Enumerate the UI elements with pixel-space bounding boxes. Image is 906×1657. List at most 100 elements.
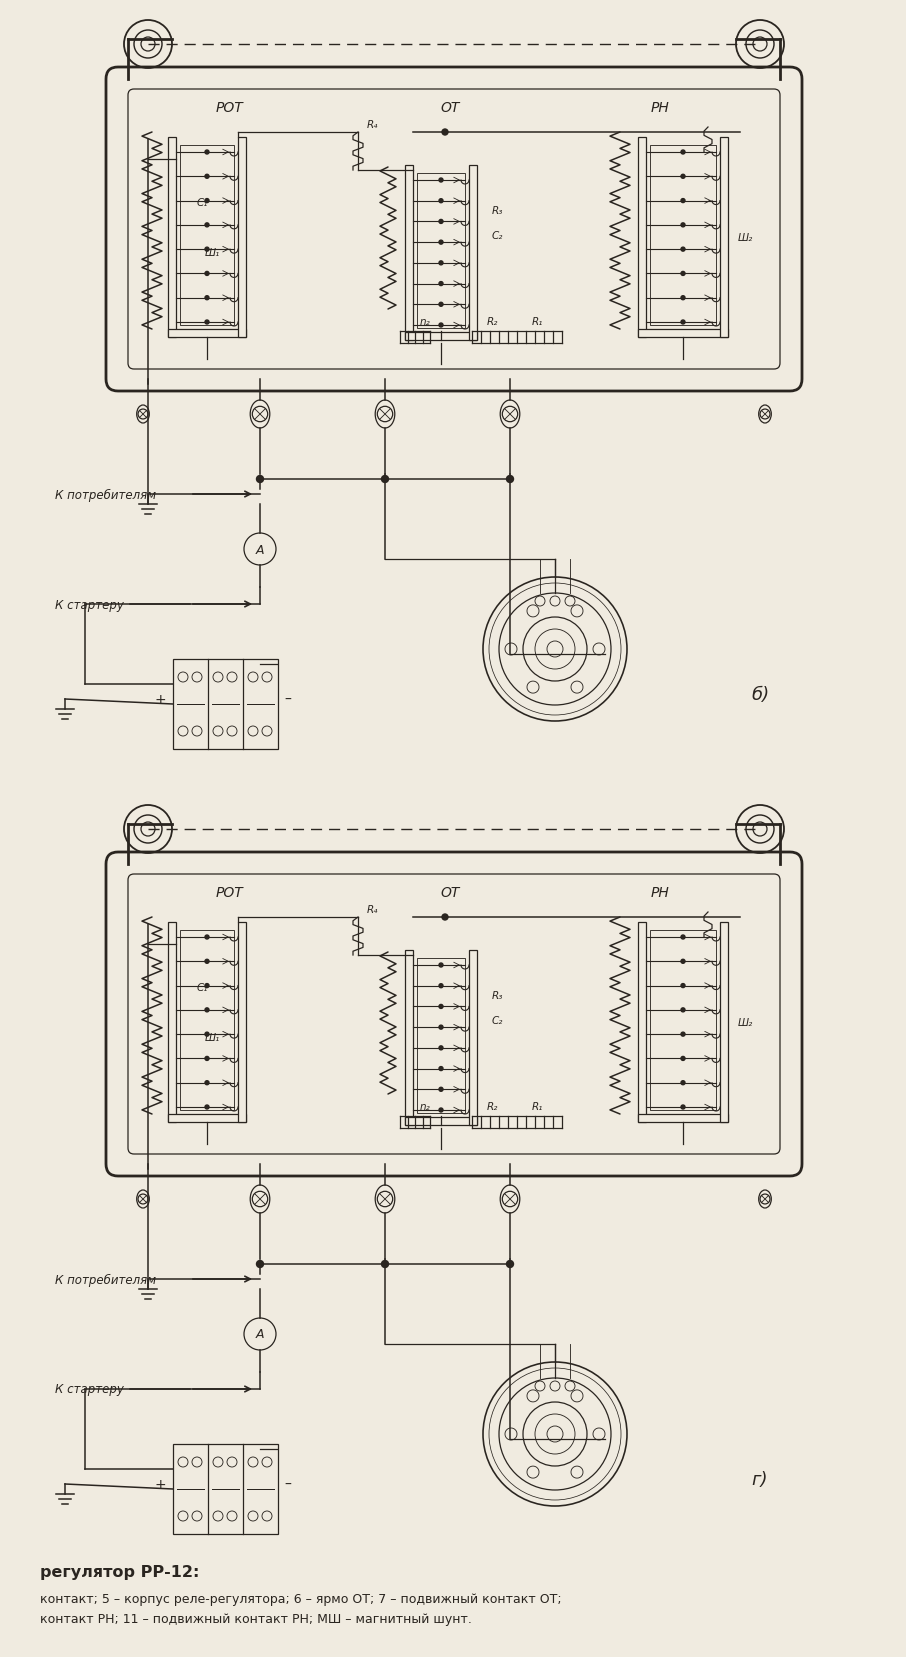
Bar: [417, 958, 465, 1114]
Bar: [638, 330, 728, 338]
Circle shape: [681, 1105, 685, 1109]
Circle shape: [244, 1319, 276, 1350]
Circle shape: [205, 1080, 209, 1085]
Bar: [168, 1114, 246, 1122]
Text: C₂: C₂: [491, 1016, 503, 1026]
Text: C₂: C₂: [491, 230, 503, 240]
Text: R₁: R₁: [531, 1102, 543, 1112]
Bar: [172, 659, 277, 749]
Bar: [720, 138, 728, 338]
Circle shape: [381, 1261, 389, 1268]
Bar: [405, 1117, 477, 1125]
Text: Ш₁: Ш₁: [205, 1032, 219, 1042]
Circle shape: [205, 272, 209, 277]
Text: контакт; 5 – корпус реле-регулятора; 6 – ярмо ОТ; 7 – подвижный контакт ОТ;: контакт; 5 – корпус реле-регулятора; 6 –…: [40, 1592, 562, 1606]
Text: регулятор РР-12:: регулятор РР-12:: [40, 1564, 199, 1579]
Text: A: A: [255, 1327, 265, 1341]
Bar: [638, 1114, 728, 1122]
Circle shape: [205, 249, 209, 252]
Text: R₂: R₂: [487, 1102, 497, 1112]
Bar: [405, 333, 477, 341]
Bar: [405, 166, 413, 341]
Circle shape: [681, 959, 685, 964]
Circle shape: [205, 984, 209, 988]
Circle shape: [681, 936, 685, 940]
Circle shape: [681, 151, 685, 154]
Circle shape: [439, 984, 443, 988]
Bar: [180, 146, 234, 326]
Circle shape: [205, 1032, 209, 1037]
Text: Ш₂: Ш₂: [738, 234, 753, 244]
Circle shape: [681, 224, 685, 227]
Circle shape: [439, 179, 443, 182]
Text: +: +: [155, 693, 167, 706]
Circle shape: [439, 1046, 443, 1051]
Bar: [238, 923, 246, 1122]
Circle shape: [205, 176, 209, 179]
Circle shape: [205, 199, 209, 204]
Text: R₃: R₃: [491, 991, 503, 1001]
Circle shape: [439, 199, 443, 204]
Circle shape: [439, 1087, 443, 1092]
Bar: [180, 931, 234, 1110]
Circle shape: [439, 1109, 443, 1112]
Text: C₁: C₁: [197, 197, 207, 207]
Text: +: +: [155, 1476, 167, 1491]
Bar: [650, 931, 716, 1110]
Circle shape: [439, 1004, 443, 1009]
Circle shape: [205, 151, 209, 154]
Bar: [172, 1445, 277, 1534]
Circle shape: [681, 984, 685, 988]
Circle shape: [256, 1261, 264, 1268]
Bar: [168, 138, 176, 338]
Circle shape: [439, 220, 443, 224]
Circle shape: [681, 1057, 685, 1060]
Circle shape: [439, 282, 443, 287]
Circle shape: [681, 1032, 685, 1037]
Circle shape: [439, 1026, 443, 1029]
Text: R₃: R₃: [491, 205, 503, 215]
Circle shape: [681, 199, 685, 204]
Circle shape: [439, 1067, 443, 1070]
Text: РН: РН: [651, 101, 670, 114]
Text: n₂: n₂: [419, 1102, 430, 1112]
Circle shape: [439, 240, 443, 245]
Text: РОТ: РОТ: [217, 101, 244, 114]
Circle shape: [681, 176, 685, 179]
Text: n₂: n₂: [419, 316, 430, 326]
Circle shape: [256, 476, 264, 484]
Text: К потребителям: К потребителям: [55, 489, 156, 502]
Bar: [638, 923, 646, 1122]
Circle shape: [439, 323, 443, 328]
Text: A: A: [255, 543, 265, 557]
Circle shape: [439, 262, 443, 265]
Bar: [238, 138, 246, 338]
Bar: [720, 923, 728, 1122]
Text: R₂: R₂: [487, 316, 497, 326]
Circle shape: [205, 936, 209, 940]
Circle shape: [244, 534, 276, 565]
Circle shape: [205, 1057, 209, 1060]
Text: контакт РН; 11 – подвижный контакт РН; МШ – магнитный шунт.: контакт РН; 11 – подвижный контакт РН; М…: [40, 1612, 472, 1626]
Circle shape: [205, 959, 209, 964]
Circle shape: [681, 249, 685, 252]
Bar: [638, 138, 646, 338]
Circle shape: [439, 963, 443, 968]
Text: РН: РН: [651, 885, 670, 900]
Circle shape: [681, 1007, 685, 1012]
Text: б): б): [751, 686, 769, 704]
Text: ОТ: ОТ: [440, 885, 459, 900]
Circle shape: [506, 1261, 514, 1268]
Text: –: –: [284, 693, 291, 706]
Circle shape: [681, 272, 685, 277]
Text: R₄: R₄: [366, 119, 378, 129]
Circle shape: [681, 321, 685, 325]
Circle shape: [205, 224, 209, 227]
Circle shape: [205, 1105, 209, 1109]
Bar: [469, 951, 477, 1125]
Circle shape: [442, 915, 448, 920]
Bar: [168, 330, 246, 338]
Text: ОТ: ОТ: [440, 101, 459, 114]
Text: РОТ: РОТ: [217, 885, 244, 900]
Circle shape: [681, 1080, 685, 1085]
